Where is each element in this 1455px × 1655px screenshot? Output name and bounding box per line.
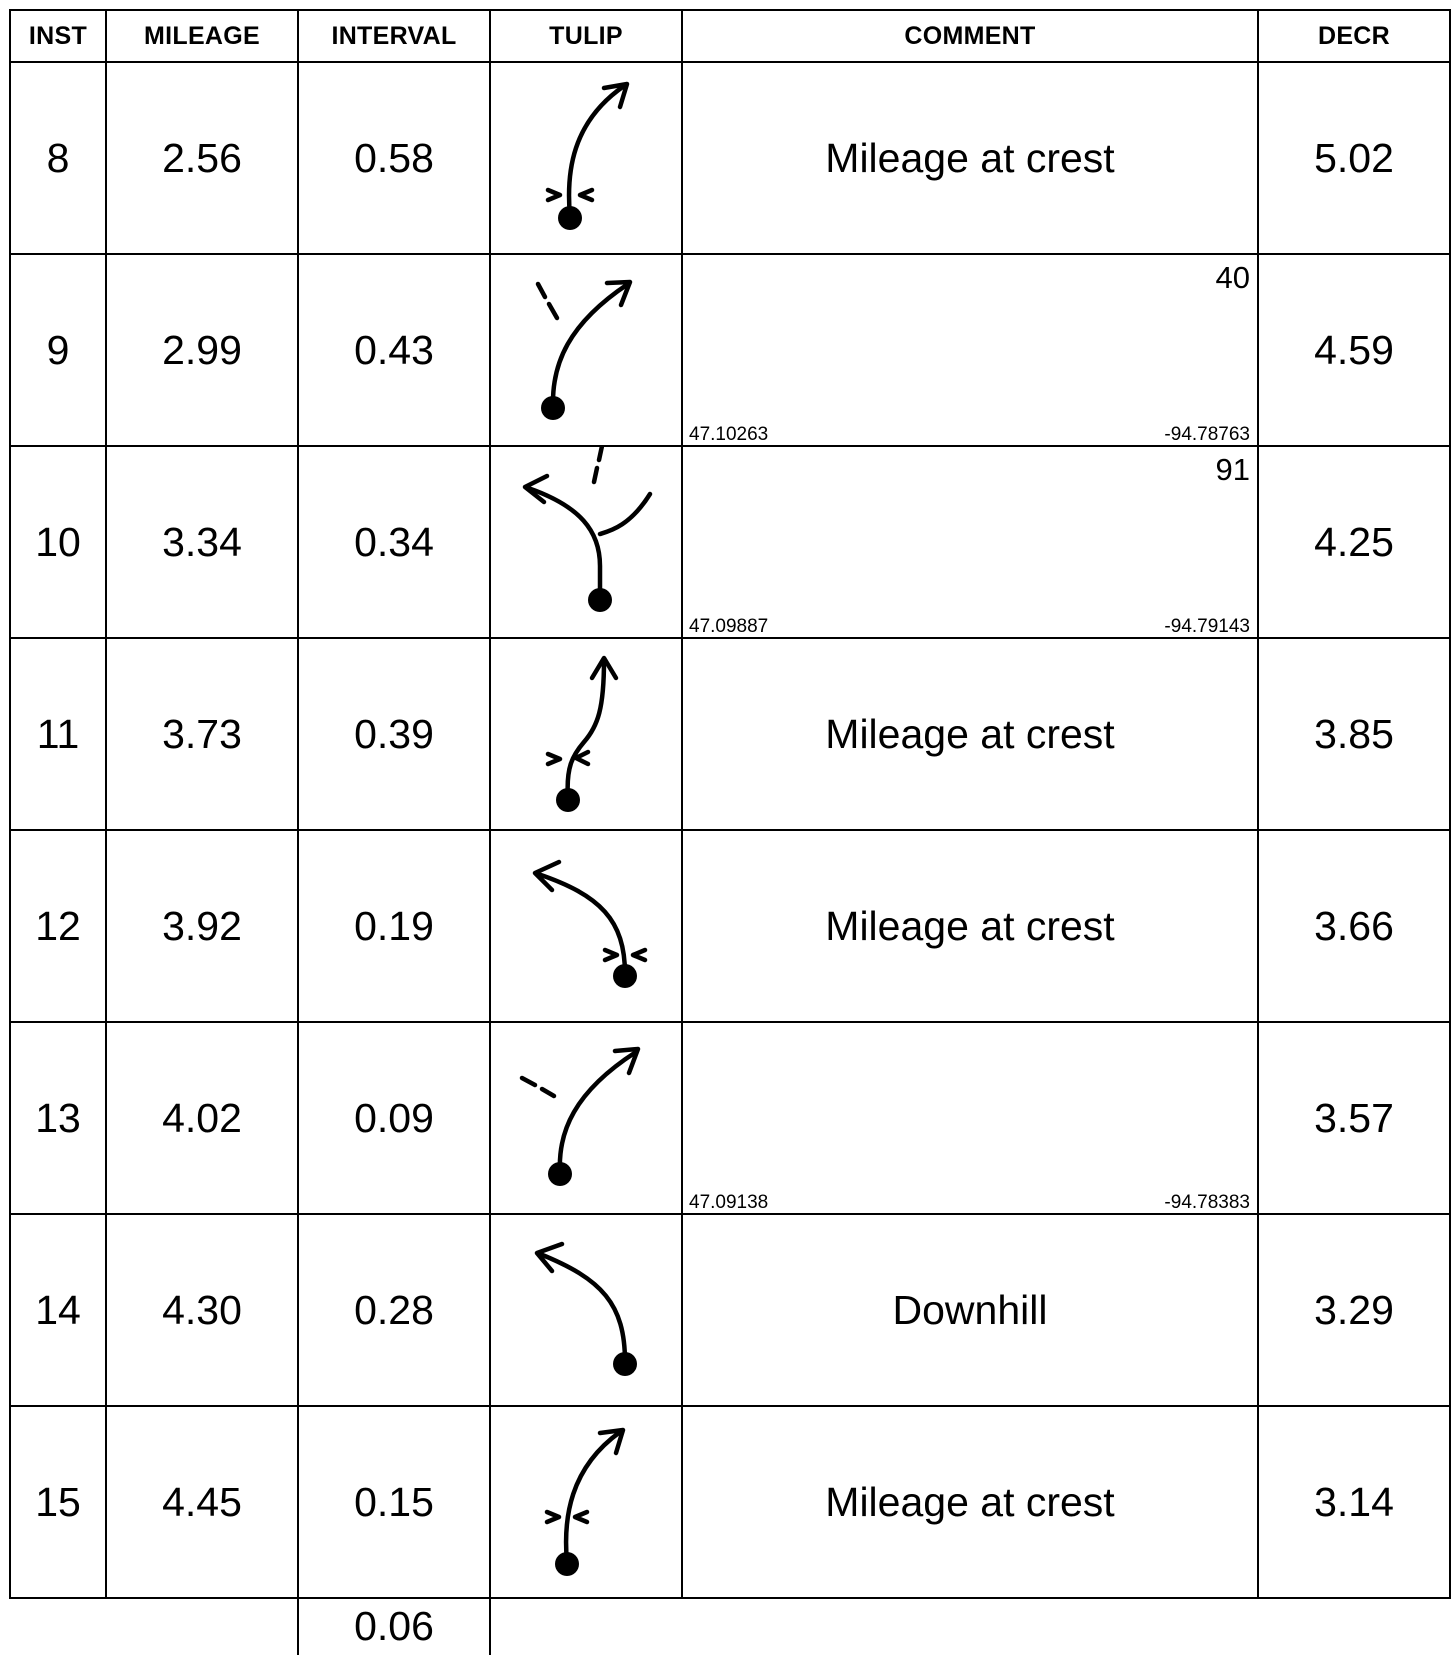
cell-mileage: 2.56	[162, 134, 242, 181]
distance-label: 91	[1215, 452, 1250, 487]
header-mileage: MILEAGE	[144, 21, 260, 50]
cell-tulip	[490, 62, 682, 254]
cell-comment: Downhill	[892, 1286, 1048, 1333]
cell-mileage: 4.02	[162, 1094, 242, 1141]
cell-interval: 0.39	[354, 710, 434, 757]
cell-mileage: 4.30	[162, 1286, 242, 1333]
curve-right-crest-icon	[544, 1427, 626, 1576]
cell-interval: 0.58	[354, 134, 434, 181]
cell-inst: 15	[35, 1478, 81, 1525]
cell-inst: 13	[35, 1094, 81, 1141]
curve-right-crest-icon	[545, 81, 630, 230]
cell-interval: 0.43	[354, 326, 434, 373]
longitude-label: -94.78763	[1164, 424, 1250, 445]
cell-decr: 4.25	[1314, 518, 1394, 565]
cell-decr: 3.57	[1314, 1094, 1394, 1141]
cell-mileage: 3.73	[162, 710, 242, 757]
fork-left-icon	[522, 446, 653, 612]
cell-decr: 3.14	[1314, 1478, 1394, 1525]
cell-inst: 10	[35, 518, 81, 565]
cell-interval: 0.19	[354, 902, 434, 949]
cell-tulip	[490, 254, 682, 446]
cell-comment: Mileage at crest	[825, 902, 1115, 949]
cell-inst: 12	[35, 902, 81, 949]
cell-comment: Mileage at crest	[825, 1478, 1115, 1525]
cell-inst: 8	[46, 134, 70, 181]
cell-inst: 9	[46, 326, 70, 373]
latitude-label: 47.09887	[689, 616, 769, 637]
longitude-label: -94.78383	[1164, 1192, 1250, 1213]
cell-decr: 5.02	[1314, 134, 1394, 181]
cell-tulip	[490, 1214, 682, 1406]
fork-bear-right-icon	[519, 1046, 641, 1186]
latitude-label: 47.10263	[689, 424, 769, 445]
cell-tulip	[490, 1406, 682, 1598]
cell-mileage: 4.45	[162, 1478, 242, 1525]
cell-comment: 40 47.10263 -94.78763	[682, 254, 1258, 446]
fork-bear-right-icon	[535, 279, 633, 420]
cell-tulip	[490, 1022, 682, 1214]
header-decr: DECR	[1317, 21, 1391, 50]
cell-inst: 14	[35, 1286, 81, 1333]
header-interval: INTERVAL	[331, 21, 457, 50]
s-curve-crest-icon	[545, 655, 619, 812]
cell-comment: 47.09138 -94.78383	[682, 1022, 1258, 1214]
footer-interval: 0.06	[354, 1603, 434, 1649]
cell-interval: 0.09	[354, 1094, 434, 1141]
cell-comment: Mileage at crest	[825, 710, 1115, 757]
cell-mileage: 2.99	[162, 326, 242, 373]
cell-inst: 11	[36, 710, 80, 757]
distance-label: 40	[1215, 260, 1250, 295]
curve-left-crest-icon	[532, 859, 648, 988]
cell-comment: Mileage at crest	[825, 134, 1115, 181]
cell-interval: 0.28	[354, 1286, 434, 1333]
cell-decr: 3.66	[1314, 902, 1394, 949]
cell-mileage: 3.92	[162, 902, 242, 949]
cell-mileage: 3.34	[162, 518, 242, 565]
cell-interval: 0.34	[354, 518, 434, 565]
curve-left-icon	[534, 1241, 637, 1376]
latitude-label: 47.09138	[689, 1192, 769, 1213]
cell-tulip	[490, 446, 682, 638]
cell-tulip	[490, 830, 682, 1022]
header-comment: COMMENT	[904, 21, 1036, 50]
cell-decr: 4.59	[1314, 326, 1394, 373]
cell-comment: 91 47.09887 -94.79143	[682, 446, 1258, 638]
header-inst: INST	[28, 21, 88, 50]
cell-tulip	[490, 638, 682, 830]
cell-decr: 3.29	[1314, 1286, 1394, 1333]
cell-interval: 0.15	[354, 1478, 434, 1525]
header-tulip: TULIP	[549, 21, 623, 50]
cell-decr: 3.85	[1314, 710, 1394, 757]
longitude-label: -94.79143	[1164, 616, 1250, 637]
